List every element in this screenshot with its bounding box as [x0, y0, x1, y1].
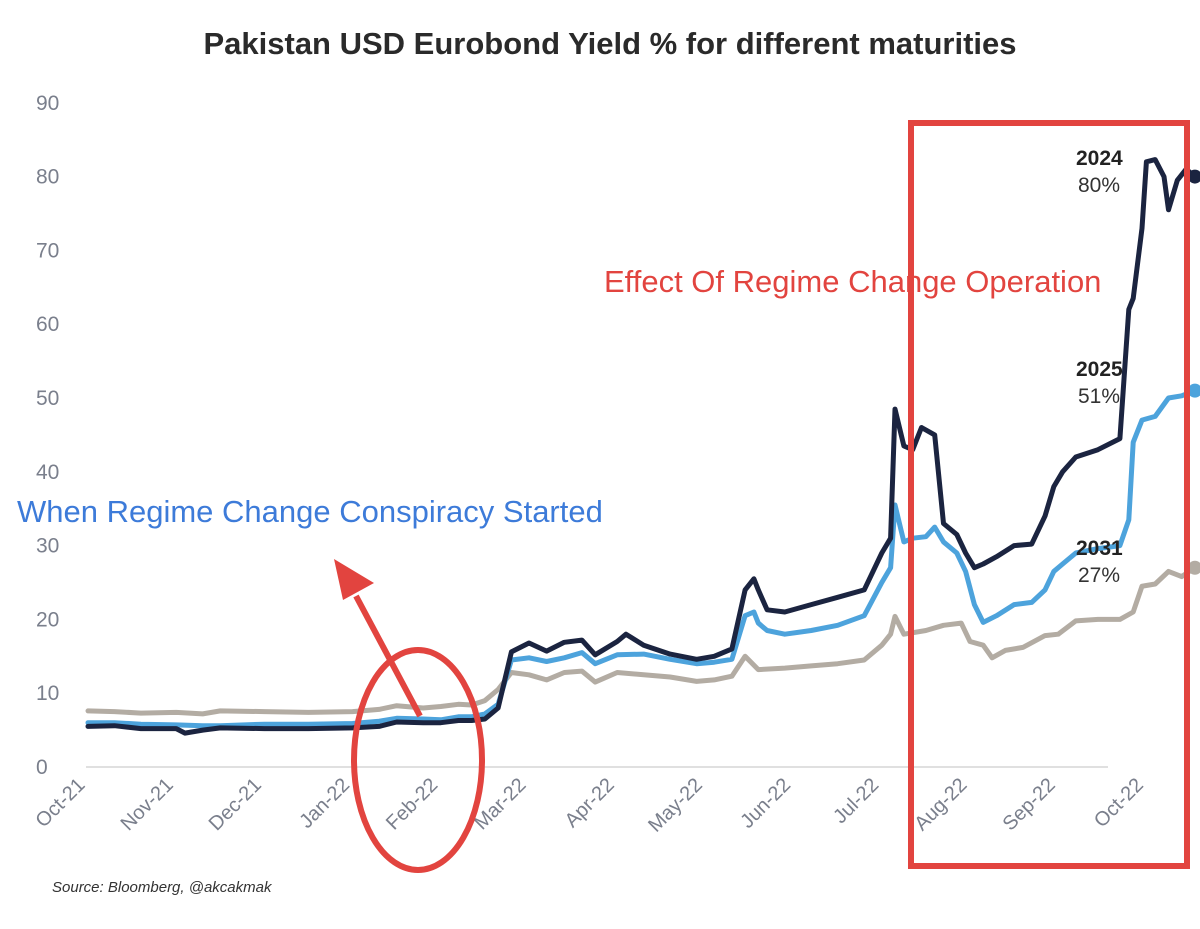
start-highlight-circle [351, 647, 485, 873]
x-tick-label: Jan-22 [295, 774, 354, 833]
y-tick-label: 30 [36, 535, 59, 558]
x-tick-label: Jun-22 [736, 774, 795, 833]
series-end-marker-2025 [1187, 383, 1200, 398]
x-tick-label: Nov-21 [117, 774, 178, 835]
y-tick-label: 80 [36, 166, 59, 189]
y-tick-label: 50 [36, 387, 59, 410]
y-tick-label: 20 [36, 608, 59, 631]
x-tick-label: Dec-21 [205, 774, 266, 835]
series-value-label: 27% [1078, 564, 1120, 587]
series-value-label: 80% [1078, 174, 1120, 197]
x-tick-label: Apr-22 [561, 774, 619, 832]
effect-annotation: Effect Of Regime Change Operation [604, 264, 1101, 299]
series-name-label: 2031 [1076, 537, 1123, 560]
y-tick-label: 10 [36, 682, 59, 705]
series-end-marker-2024 [1187, 169, 1200, 184]
effect-highlight-box [908, 120, 1190, 869]
arrow-head [334, 559, 374, 600]
y-tick-label: 40 [36, 461, 59, 484]
end-labels: 2031 27% 2025 51% 2024 80% [1076, 147, 1123, 587]
x-tick-label: Oct-21 [32, 774, 90, 832]
y-tick-label: 70 [36, 239, 59, 262]
series-name-label: 2025 [1076, 358, 1123, 381]
y-tick-label: 0 [36, 756, 48, 779]
series-line-2031 [85, 565, 1198, 717]
series-end-marker-2031 [1187, 560, 1200, 575]
chart-title: Pakistan USD Eurobond Yield % for differ… [203, 26, 1016, 61]
x-tick-label: Oct-22 [1090, 774, 1148, 832]
series-line-2024 [85, 157, 1198, 736]
y-axis: 0 10 20 30 40 50 60 70 80 90 [36, 92, 59, 779]
series-name-label: 2024 [1076, 147, 1123, 170]
conspiracy-annotation: When Regime Change Conspiracy Started [17, 494, 603, 529]
series-line-2025 [85, 388, 1198, 729]
x-tick-label: Feb-22 [382, 774, 442, 834]
y-tick-label: 90 [36, 92, 59, 115]
x-tick-label: Aug-22 [910, 774, 971, 835]
y-tick-label: 60 [36, 313, 59, 336]
series-value-label: 51% [1078, 385, 1120, 408]
x-tick-label: May-22 [644, 774, 707, 837]
series-lines [85, 157, 1200, 736]
x-tick-label: Jul-22 [829, 774, 883, 828]
x-axis: Oct-21 Nov-21 Dec-21 Jan-22 Feb-22 Mar-22 Apr-… [32, 774, 1148, 837]
arrow-shaft [353, 594, 423, 718]
x-tick-label: Sep-22 [999, 774, 1060, 835]
chart-source: Source: Bloomberg, @akcakmak [52, 879, 273, 896]
